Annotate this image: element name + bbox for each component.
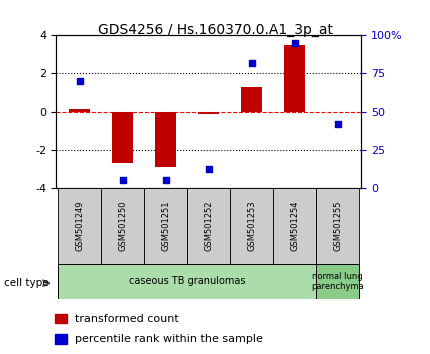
Text: GSM501249: GSM501249 (75, 200, 84, 251)
Bar (58, 264, 316, 299)
Text: normal lung
parenchyma: normal lung parenchyma (311, 272, 364, 291)
Text: GSM501253: GSM501253 (247, 200, 256, 251)
Point (334, 121, 341, 126)
Text: percentile rank within the sample: percentile rank within the sample (75, 334, 263, 344)
Bar (284, 45, 305, 112)
Bar (273, 188, 316, 264)
Bar (69, 109, 90, 112)
Bar (55, 314, 67, 323)
Bar (155, 112, 176, 167)
Text: GSM501251: GSM501251 (161, 200, 170, 251)
Text: GSM501252: GSM501252 (204, 200, 213, 251)
Text: cell type: cell type (4, 278, 49, 288)
Bar (198, 112, 219, 114)
Text: caseous TB granulomas: caseous TB granulomas (129, 276, 245, 286)
Bar (316, 264, 359, 299)
Text: GSM501255: GSM501255 (333, 200, 342, 251)
Point (248, 60, 255, 65)
Bar (112, 112, 133, 163)
Bar (187, 188, 230, 264)
Bar (316, 188, 359, 264)
Bar (58, 188, 101, 264)
Point (291, 40, 298, 46)
Bar (144, 188, 187, 264)
Text: GSM501254: GSM501254 (290, 200, 299, 251)
Bar (230, 188, 273, 264)
Point (76, 78, 83, 84)
Bar (327, 112, 348, 113)
Point (205, 166, 212, 172)
Text: transformed count: transformed count (75, 314, 178, 324)
Point (119, 177, 126, 183)
Bar (241, 87, 262, 112)
Bar (101, 188, 144, 264)
Text: GDS4256 / Hs.160370.0.A1_3p_at: GDS4256 / Hs.160370.0.A1_3p_at (98, 23, 332, 37)
Bar (55, 335, 67, 344)
Text: GSM501250: GSM501250 (118, 200, 127, 251)
Point (162, 177, 169, 183)
